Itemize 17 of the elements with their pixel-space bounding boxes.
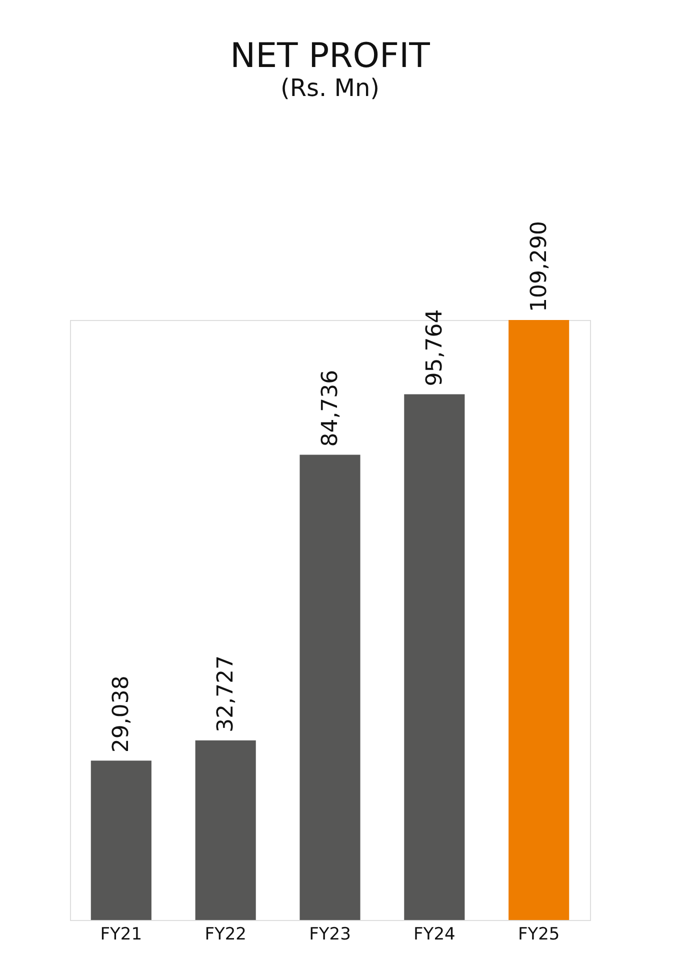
bar [508,320,570,920]
data-label: 109,290 [526,221,552,312]
bar [195,740,256,920]
bar [90,760,152,920]
bar [300,454,360,920]
x-tick-label: FY24 [414,924,456,944]
x-tick-label: FY23 [309,924,351,944]
data-label: 32,727 [214,655,239,732]
bar [404,394,465,920]
chart-title: NET PROFIT [230,36,430,76]
x-tick-label: FY22 [204,924,246,944]
chart-subtitle: (Rs. Mn) [280,74,380,102]
data-label: 95,764 [422,309,448,386]
x-tick-label: FY21 [100,924,142,944]
data-label: 29,038 [109,676,134,753]
x-tick-label: FY25 [518,924,560,944]
data-label: 84,736 [318,370,343,447]
